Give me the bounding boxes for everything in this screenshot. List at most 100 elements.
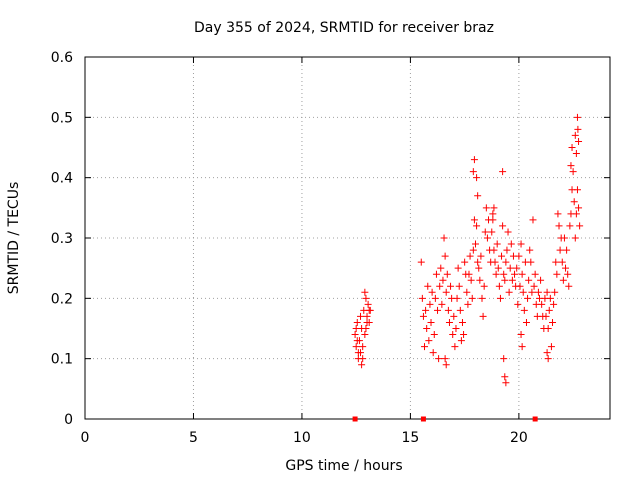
data-point: [455, 282, 463, 290]
data-point: [491, 258, 499, 266]
data-point: [352, 325, 360, 332]
zero-markers: [352, 416, 538, 422]
data-point: [503, 246, 511, 254]
data-point: [547, 343, 555, 351]
data-point: [440, 234, 448, 242]
data-point: [525, 276, 533, 284]
data-point: [474, 258, 482, 266]
data-point: [438, 300, 446, 308]
x-tick-label: 10: [293, 430, 311, 446]
data-point: [534, 288, 542, 296]
data-point: [458, 318, 466, 326]
data-point: [352, 343, 360, 351]
data-point: [488, 228, 496, 236]
data-point: [572, 150, 580, 158]
data-point: [507, 240, 515, 248]
data-point: [422, 306, 430, 314]
data-point: [358, 361, 366, 369]
data-point: [362, 325, 370, 332]
data-point: [508, 276, 516, 284]
data-point: [529, 216, 537, 224]
data-point: [490, 204, 498, 212]
data-point: [575, 137, 583, 145]
data-point: [490, 246, 498, 254]
data-point: [431, 294, 439, 302]
data-point: [461, 258, 469, 266]
data-point: [357, 312, 365, 320]
y-tick-label: 0.6: [51, 50, 73, 66]
data-point: [362, 294, 370, 302]
data-point: [365, 306, 373, 314]
y-axis-ticks: 0 0.1 0.2 0.3 0.4 0.5 0.6: [51, 50, 610, 428]
data-point: [479, 312, 487, 320]
data-point: [470, 156, 478, 164]
y-tick-label: 0.4: [51, 171, 73, 187]
data-point: [489, 216, 497, 224]
data-point: [492, 270, 500, 278]
data-point: [417, 258, 425, 266]
data-point: [477, 252, 485, 260]
data-point: [364, 300, 372, 308]
data-point: [453, 294, 461, 302]
data-point: [555, 222, 563, 230]
data-point: [463, 288, 471, 296]
data-point: [502, 379, 510, 387]
data-point: [442, 361, 450, 369]
data-point: [456, 306, 464, 314]
data-point: [500, 270, 508, 278]
data-point: [517, 240, 525, 248]
data-point: [468, 294, 476, 302]
chart-title: Day 355 of 2024, SRMTID for receiver bra…: [194, 20, 494, 36]
zero-point: [532, 416, 538, 422]
data-point: [470, 216, 478, 224]
x-tick-label: 5: [189, 430, 198, 446]
data-point: [514, 300, 522, 308]
data-point: [424, 282, 432, 290]
data-point: [441, 252, 449, 260]
data-point: [556, 246, 564, 254]
data-point: [457, 337, 465, 345]
data-point: [569, 168, 577, 176]
data-point: [572, 210, 580, 218]
data-point: [353, 318, 361, 326]
data-point: [530, 282, 538, 290]
data-point: [571, 234, 579, 242]
data-point: [351, 331, 359, 339]
data-point: [538, 300, 546, 308]
data-point: [565, 282, 573, 290]
x-axis-label: GPS time / hours: [285, 458, 402, 474]
data-point: [550, 300, 558, 308]
data-point: [480, 282, 488, 290]
data-point: [573, 186, 581, 194]
data-point: [359, 355, 367, 363]
data-point: [427, 318, 435, 326]
x-tick-label: 0: [81, 430, 90, 446]
data-point: [445, 318, 453, 326]
data-point: [544, 325, 552, 332]
y-tick-label: 0.5: [51, 110, 73, 126]
data-points: [351, 113, 584, 387]
x-tick-label: 15: [401, 430, 419, 446]
data-point: [449, 331, 457, 339]
data-point: [363, 312, 371, 320]
data-point: [549, 318, 557, 326]
data-point: [425, 337, 433, 345]
data-point: [517, 331, 525, 339]
data-point: [524, 294, 532, 302]
data-point: [426, 300, 434, 308]
data-point: [563, 246, 571, 254]
data-point: [502, 258, 510, 266]
data-point: [437, 264, 445, 272]
data-point: [471, 240, 479, 248]
data-point: [475, 264, 483, 272]
data-point: [464, 300, 472, 308]
zero-point: [352, 416, 358, 422]
zero-point: [420, 416, 426, 422]
data-point: [439, 276, 447, 284]
data-point: [493, 240, 501, 248]
data-point: [434, 306, 442, 314]
data-point: [576, 222, 584, 230]
data-point: [558, 258, 566, 266]
